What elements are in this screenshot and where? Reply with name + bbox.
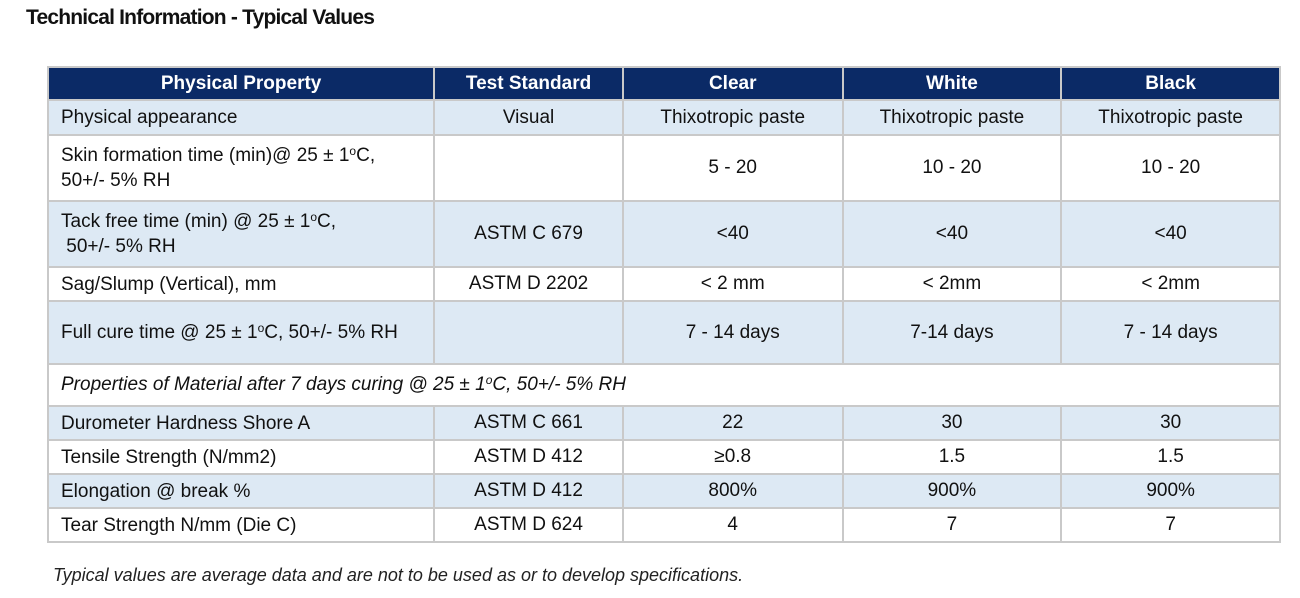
black-cell: <40 bbox=[1062, 202, 1279, 266]
black-cell: 10 - 20 bbox=[1062, 136, 1279, 200]
table-row: Physical appearance Visual Thixotropic p… bbox=[49, 101, 1279, 134]
property-cell: Tensile Strength (N/mm2) bbox=[49, 441, 434, 473]
table-row: Elongation @ break % ASTM D 412 800% 900… bbox=[49, 475, 1279, 507]
standard-cell: ASTM D 624 bbox=[435, 509, 622, 541]
clear-cell: 22 bbox=[623, 407, 842, 439]
property-cell: Tear Strength N/mm (Die C) bbox=[49, 509, 434, 541]
white-cell: 7-14 days bbox=[843, 302, 1061, 363]
property-text: Skin formation time (min)@ 25 ± 1oC, bbox=[61, 144, 376, 166]
page-title: Technical Information - Typical Values bbox=[26, 6, 375, 29]
spec-table: Physical Property Test Standard Clear Wh… bbox=[47, 66, 1281, 543]
table-row: Tensile Strength (N/mm2) ASTM D 412 ≥0.8… bbox=[49, 441, 1279, 473]
section-note-row: Properties of Material after 7 days curi… bbox=[49, 365, 1279, 405]
header-black: Black bbox=[1062, 68, 1279, 99]
black-cell: 1.5 bbox=[1062, 441, 1279, 473]
clear-cell: ≥0.8 bbox=[623, 441, 842, 473]
table-row: Full cure time @ 25 ± 1oC, 50+/- 5% RH 7… bbox=[49, 302, 1279, 363]
white-cell: <40 bbox=[843, 202, 1061, 266]
white-cell: 900% bbox=[843, 475, 1061, 507]
clear-cell: <40 bbox=[623, 202, 842, 266]
header-physical-property: Physical Property bbox=[49, 68, 434, 99]
table-row: Sag/Slump (Vertical), mm ASTM D 2202 < 2… bbox=[49, 268, 1279, 300]
property-cell: Durometer Hardness Shore A bbox=[49, 407, 434, 439]
table-row: Skin formation time (min)@ 25 ± 1oC, 50+… bbox=[49, 136, 1279, 200]
standard-cell: ASTM C 679 bbox=[435, 202, 622, 266]
clear-cell: Thixotropic paste bbox=[623, 101, 842, 134]
property-cell: Skin formation time (min)@ 25 ± 1oC, 50+… bbox=[49, 136, 434, 200]
property-cell: Physical appearance bbox=[49, 101, 434, 134]
white-cell: 7 bbox=[843, 509, 1061, 541]
header-row: Physical Property Test Standard Clear Wh… bbox=[49, 68, 1279, 99]
property-text: Physical appearance bbox=[61, 107, 238, 128]
standard-cell: ASTM D 2202 bbox=[435, 268, 622, 300]
clear-cell: 5 - 20 bbox=[623, 136, 842, 200]
clear-cell: 4 bbox=[623, 509, 842, 541]
standard-cell: ASTM D 412 bbox=[435, 475, 622, 507]
white-cell: < 2mm bbox=[843, 268, 1061, 300]
table-row: Tack free time (min) @ 25 ± 1oC, 50+/- 5… bbox=[49, 202, 1279, 266]
white-cell: 10 - 20 bbox=[843, 136, 1061, 200]
standard-cell: Visual bbox=[435, 101, 622, 134]
clear-cell: 800% bbox=[623, 475, 842, 507]
table-row: Tear Strength N/mm (Die C) ASTM D 624 4 … bbox=[49, 509, 1279, 541]
black-cell: 900% bbox=[1062, 475, 1279, 507]
section-note: Properties of Material after 7 days curi… bbox=[49, 365, 1279, 405]
property-cell: Sag/Slump (Vertical), mm bbox=[49, 268, 434, 300]
property-cell: Tack free time (min) @ 25 ± 1oC, 50+/- 5… bbox=[49, 202, 434, 266]
header-white: White bbox=[843, 68, 1061, 99]
standard-cell: ASTM C 661 bbox=[435, 407, 622, 439]
standard-cell bbox=[435, 302, 622, 363]
black-cell: 30 bbox=[1062, 407, 1279, 439]
black-cell: < 2mm bbox=[1062, 268, 1279, 300]
property-text-line2: 50+/- 5% RH bbox=[61, 236, 176, 257]
standard-cell: ASTM D 412 bbox=[435, 441, 622, 473]
white-cell: 30 bbox=[843, 407, 1061, 439]
clear-cell: 7 - 14 days bbox=[623, 302, 842, 363]
header-clear: Clear bbox=[623, 68, 842, 99]
white-cell: 1.5 bbox=[843, 441, 1061, 473]
black-cell: 7 bbox=[1062, 509, 1279, 541]
black-cell: 7 - 14 days bbox=[1062, 302, 1279, 363]
footnote: Typical values are average data and are … bbox=[53, 565, 744, 585]
table-row: Durometer Hardness Shore A ASTM C 661 22… bbox=[49, 407, 1279, 439]
white-cell: Thixotropic paste bbox=[843, 101, 1061, 134]
property-text: Tack free time (min) @ 25 ± 1oC, bbox=[61, 210, 337, 232]
black-cell: Thixotropic paste bbox=[1062, 101, 1279, 134]
property-cell: Elongation @ break % bbox=[49, 475, 434, 507]
clear-cell: < 2 mm bbox=[623, 268, 842, 300]
standard-cell bbox=[435, 136, 622, 200]
property-cell: Full cure time @ 25 ± 1oC, 50+/- 5% RH bbox=[49, 302, 434, 363]
property-text-line2: 50+/- 5% RH bbox=[61, 170, 171, 191]
header-test-standard: Test Standard bbox=[435, 68, 622, 99]
